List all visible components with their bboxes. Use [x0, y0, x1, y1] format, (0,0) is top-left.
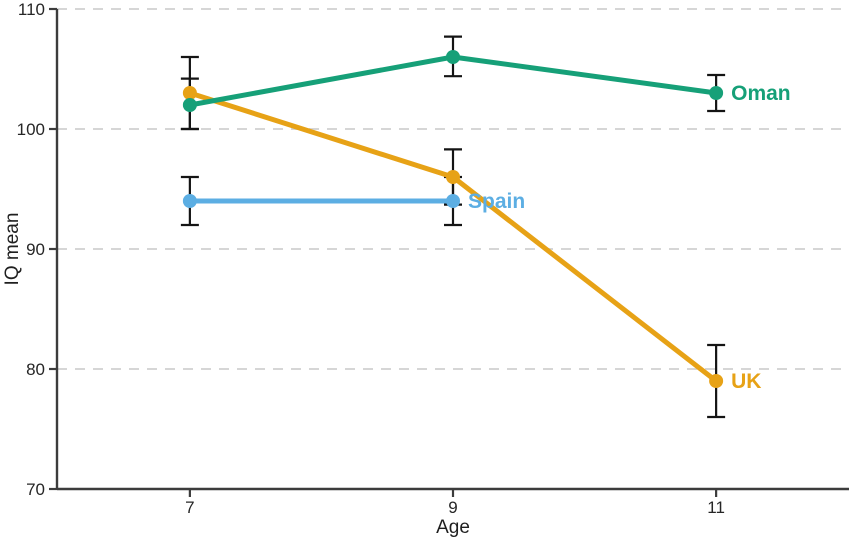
- point-oman-age7: [182, 98, 197, 112]
- y-tick-label-90: 90: [26, 240, 45, 259]
- point-uk-age9: [446, 170, 460, 184]
- point-uk-age11: [709, 374, 724, 388]
- x-tick-label-11: 11: [707, 498, 725, 517]
- series-label-uk: UK: [731, 370, 761, 393]
- x-tick-label-9: 9: [448, 498, 457, 517]
- y-axis-title: IQ mean: [2, 213, 23, 286]
- y-tick-label-80: 80: [26, 360, 45, 379]
- y-tick-label-70: 70: [26, 480, 45, 499]
- point-oman-age9: [446, 50, 460, 64]
- series-label-spain: Spain: [468, 190, 525, 213]
- series-line-uk: [187, 90, 719, 384]
- point-spain-age9: [446, 194, 460, 208]
- point-spain-age7: [182, 194, 197, 208]
- point-oman-age11: [709, 86, 724, 100]
- x-tick-label-7: 7: [185, 498, 194, 517]
- series-label-oman: Oman: [731, 82, 791, 105]
- y-tick-label-100: 100: [17, 120, 45, 139]
- x-axis-title: Age: [436, 517, 470, 538]
- point-uk-age7: [182, 86, 197, 100]
- y-tick-label-110: 110: [18, 0, 45, 19]
